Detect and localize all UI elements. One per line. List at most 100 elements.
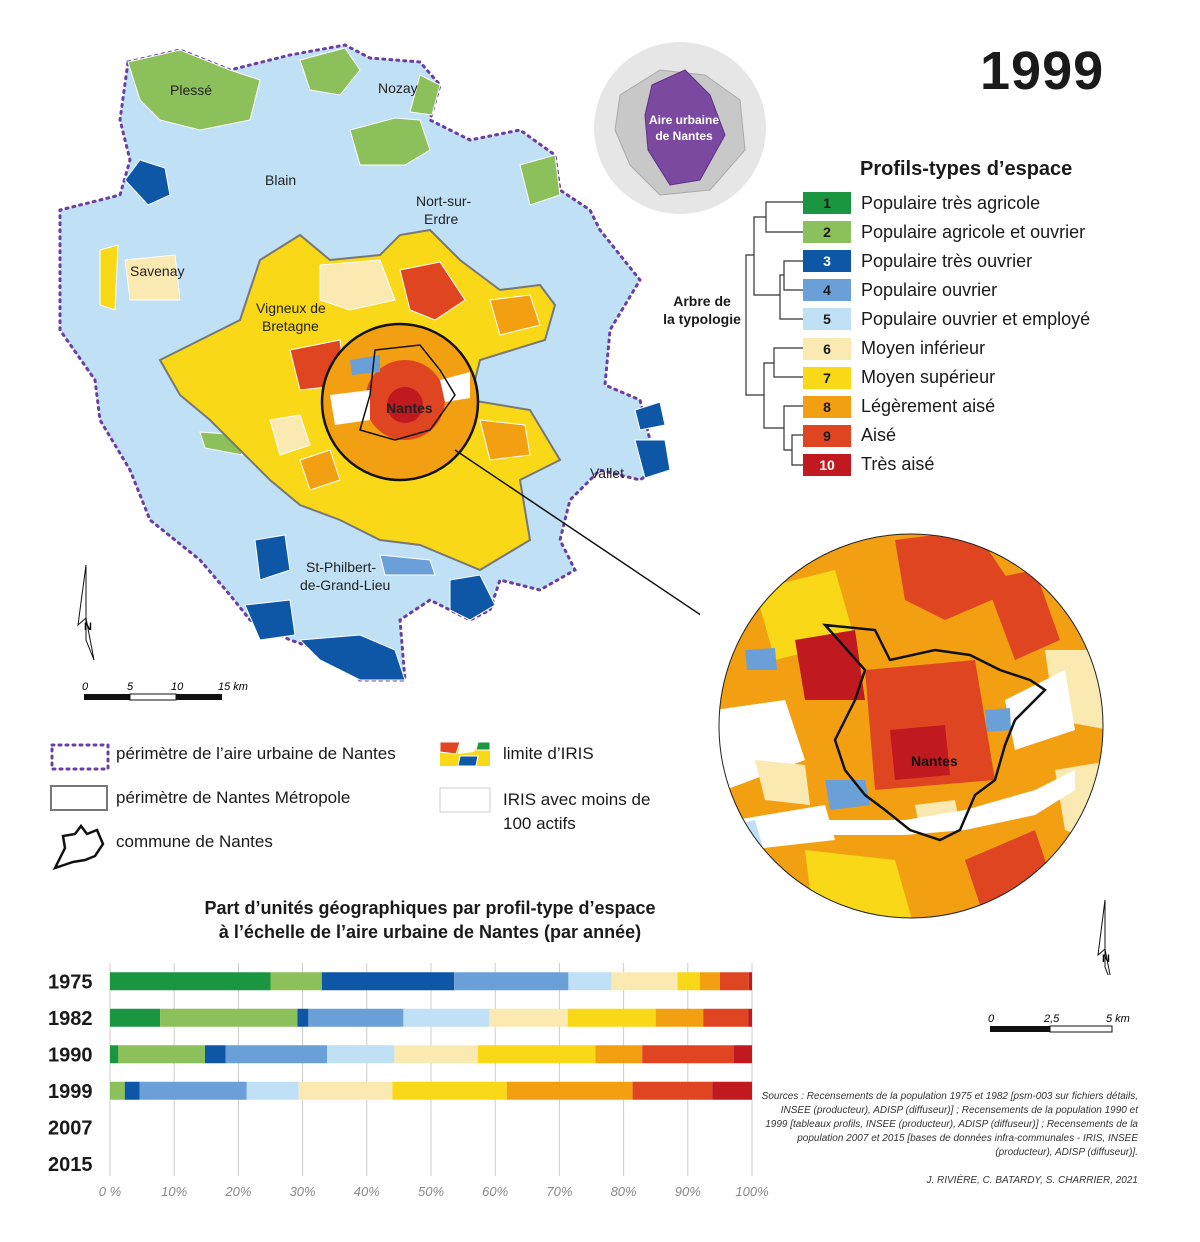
zoom-north-arrow-icon: N xyxy=(1097,899,1111,975)
svg-text:5: 5 xyxy=(127,681,134,693)
label-stphilbert-2: de-Grand-Lieu xyxy=(300,577,390,593)
north-arrow-icon: N xyxy=(77,564,95,661)
profile-label: Moyen inférieur xyxy=(861,338,986,358)
bar-segment xyxy=(477,1045,596,1064)
x-tick-label: 10% xyxy=(161,1184,187,1199)
bar-segment xyxy=(270,972,322,991)
profile-item-8: 8 Légèrement aisé xyxy=(803,395,995,419)
legend-iris-limit: limite d’IRIS xyxy=(503,744,594,763)
bar-segment xyxy=(611,972,678,991)
profile-label: Populaire ouvrier et employé xyxy=(861,308,1091,329)
legend-perimeter-aire: périmètre de l’aire urbaine de Nantes xyxy=(116,744,396,763)
bar-segment xyxy=(225,1045,327,1064)
bar-segment xyxy=(308,1008,404,1027)
zoom-map: Nantes xyxy=(718,533,1104,919)
bar-segment xyxy=(110,1008,161,1027)
x-tick-label: 50% xyxy=(418,1184,444,1199)
y-category-label: 1990 xyxy=(48,1044,93,1066)
profile-item-5: 5 Populaire ouvrier et employé xyxy=(803,307,1090,331)
profile-swatch: 2 xyxy=(803,221,851,244)
bar-segment xyxy=(326,1045,395,1064)
profile-swatch: 7 xyxy=(803,366,851,389)
bar-segment xyxy=(205,1045,226,1064)
label-vallet: Vallet xyxy=(590,465,624,481)
locator-map: Aire urbaine de Nantes xyxy=(594,42,766,214)
label-vigneux-2: Bretagne xyxy=(262,318,319,334)
iris-legend-symbols xyxy=(439,741,491,813)
bar-segment xyxy=(677,972,700,991)
bar-segment xyxy=(748,972,752,991)
label-savenay: Savenay xyxy=(130,263,184,279)
profile-swatch: 6 xyxy=(803,337,851,360)
bar-segment xyxy=(160,1008,298,1027)
profiles-legend-title: Profils-types d’espace xyxy=(860,158,1073,180)
profile-swatch: 5 xyxy=(803,308,851,331)
bar-segment xyxy=(139,1081,247,1100)
sources-text: Sources : Recensements de la population … xyxy=(761,1091,1138,1158)
bar-segment xyxy=(118,1045,206,1064)
map-legend-symbols xyxy=(50,743,110,871)
svg-text:N: N xyxy=(1102,953,1110,965)
profile-label: Populaire agricole et ouvrier xyxy=(861,221,1086,242)
profile-item-1: 1 Populaire très agricole xyxy=(803,191,1040,215)
legend-commune: commune de Nantes xyxy=(116,832,273,851)
svg-text:2,5: 2,5 xyxy=(1043,1013,1060,1025)
label-vigneux-1: Vigneux de xyxy=(256,300,326,316)
bar-segment xyxy=(321,972,455,991)
profile-label: Légèrement aisé xyxy=(861,396,996,417)
bar-segment xyxy=(124,1081,140,1100)
x-tick-label: 80% xyxy=(611,1184,637,1199)
bar-segment xyxy=(110,1045,119,1064)
y-category-label: 2007 xyxy=(48,1117,93,1139)
profile-label: Aisé xyxy=(861,425,897,446)
profile-swatch: 9 xyxy=(803,424,851,447)
bar-segment xyxy=(394,1045,478,1064)
label-nantes: Nantes xyxy=(386,400,433,416)
y-category-label: 1975 xyxy=(48,971,93,993)
stacked-bar-chart: 0 % 10% 20% 30% 40% 50% 60% 70% 80% 90% 100% 1975 19… xyxy=(48,963,769,1199)
profile-swatch: 1 xyxy=(803,192,851,214)
tree-label: Arbre de la typologie xyxy=(663,293,741,327)
label-stphilbert-1: St-Philbert- xyxy=(306,559,376,575)
profile-item-6: 6 Moyen inférieur xyxy=(803,337,985,361)
bar-segment xyxy=(719,972,749,991)
svg-text:N: N xyxy=(84,621,92,633)
locator-label-2: de Nantes xyxy=(655,129,713,143)
x-tick-label: 90% xyxy=(675,1184,701,1199)
profile-label: Populaire ouvrier xyxy=(861,279,998,300)
chart-title: Part d’unités géographiques par profil-t… xyxy=(204,898,656,942)
label-nort-2: Erdre xyxy=(424,211,458,227)
x-tick-label: 30% xyxy=(290,1184,316,1199)
bar-segment xyxy=(734,1045,752,1064)
bar-segment xyxy=(567,1008,656,1027)
bar-segment xyxy=(568,972,612,991)
bar-segment xyxy=(655,1008,704,1027)
profile-swatch: 3 xyxy=(803,250,851,273)
bar-segment xyxy=(246,1081,299,1100)
profile-item-2: 2 Populaire agricole et ouvrier xyxy=(803,220,1085,244)
zoom-label-nantes: Nantes xyxy=(911,753,958,769)
y-category-label: 1982 xyxy=(48,1008,93,1030)
bar-segment xyxy=(699,972,720,991)
x-tick-label: 20% xyxy=(224,1184,251,1199)
bar-segment xyxy=(703,1008,749,1027)
bar-segment xyxy=(632,1081,713,1100)
bar-segment xyxy=(298,1081,393,1100)
profile-label: Très aisé xyxy=(861,454,935,475)
x-tick-label: 40% xyxy=(354,1184,380,1199)
svg-text:0: 0 xyxy=(988,1013,995,1025)
label-nozay: Nozay xyxy=(378,80,418,96)
profile-item-9: 9 Aisé xyxy=(803,424,896,448)
x-tick-label: 0 % xyxy=(99,1184,121,1199)
bar-segment xyxy=(506,1081,633,1100)
bar-segment xyxy=(712,1081,752,1100)
profile-label: Populaire très agricole xyxy=(861,192,1041,213)
profile-swatch: 8 xyxy=(803,395,851,418)
locator-label-1: Aire urbaine xyxy=(649,113,719,127)
x-tick-label: 70% xyxy=(546,1184,572,1199)
main-map: Plessé Nozay Blain Nort-sur- Erdre Saven… xyxy=(58,43,700,701)
bar-segment xyxy=(392,1081,507,1100)
bar-segment xyxy=(110,972,271,991)
svg-text:5 km: 5 km xyxy=(1106,1013,1130,1025)
profile-swatch: 4 xyxy=(803,279,851,302)
